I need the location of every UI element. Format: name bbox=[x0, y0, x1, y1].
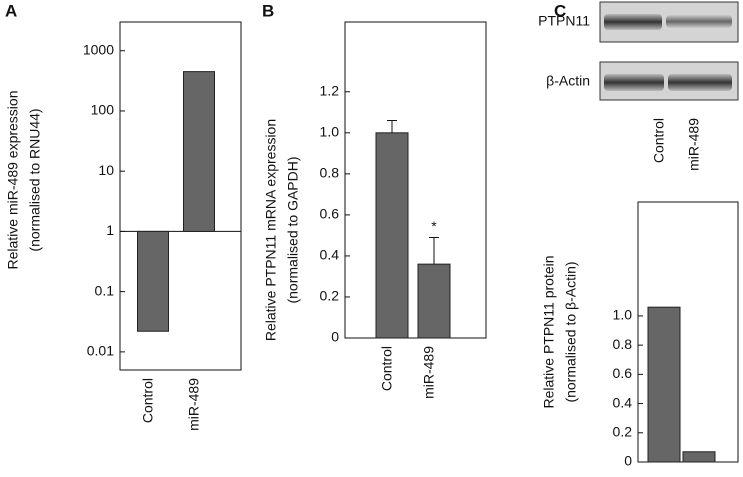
y-axis-label: Relative PTPN11 mRNA expression bbox=[263, 119, 279, 341]
x-tick-label: miR-489 bbox=[686, 118, 702, 171]
bar bbox=[647, 306, 681, 463]
blot-label: PTPN11 bbox=[538, 13, 590, 29]
bar bbox=[417, 263, 451, 339]
y-axis-label: Relative PTPN11 protein bbox=[541, 255, 557, 408]
error-bar bbox=[387, 119, 397, 133]
annotation: * bbox=[431, 218, 437, 234]
y-axis-label: Relative miR-489 expression bbox=[5, 91, 21, 270]
panel-label: A bbox=[5, 1, 17, 20]
x-tick-label: Control bbox=[140, 378, 156, 423]
blot-ptpn11 bbox=[599, 1, 739, 43]
bar bbox=[183, 71, 215, 232]
y-tick-label: 0.01 bbox=[87, 343, 114, 359]
plot-frame bbox=[344, 21, 487, 339]
bar bbox=[137, 230, 169, 332]
y-tick-label: 1.2 bbox=[320, 82, 340, 98]
y-tick-label: 0.8 bbox=[613, 336, 633, 352]
x-tick-label: Control bbox=[379, 346, 395, 391]
y-tick-label: 0 bbox=[331, 329, 339, 345]
panel-label: C bbox=[554, 1, 566, 20]
y-tick-label: 0.2 bbox=[613, 423, 633, 439]
y-axis-label: (normalised to β-Actin) bbox=[563, 261, 579, 402]
y-tick-label: 0.1 bbox=[95, 282, 115, 298]
y-tick-label: 1 bbox=[106, 222, 114, 238]
x-tick-label: Control bbox=[651, 118, 667, 163]
y-tick-label: 1000 bbox=[83, 41, 114, 57]
y-tick-label: 1.0 bbox=[613, 307, 633, 323]
y-tick-label: 1.0 bbox=[320, 124, 340, 140]
bar bbox=[682, 451, 716, 463]
y-tick-label: 0.6 bbox=[320, 206, 340, 222]
panel-label: B bbox=[262, 1, 274, 20]
y-tick-label: 0 bbox=[624, 453, 632, 469]
y-tick-label: 100 bbox=[91, 102, 115, 118]
y-axis-label: (normalised to RNU44) bbox=[27, 108, 43, 251]
blot-label: β-Actin bbox=[546, 73, 590, 89]
plot-frame bbox=[119, 21, 242, 371]
bar bbox=[375, 132, 409, 339]
error-bar bbox=[429, 236, 439, 265]
y-tick-label: 0.2 bbox=[320, 288, 340, 304]
y-tick-label: 0.8 bbox=[320, 165, 340, 181]
x-tick-label: miR-489 bbox=[421, 346, 437, 399]
y-tick-label: 0.4 bbox=[320, 247, 340, 263]
y-tick-label: 0.4 bbox=[613, 394, 633, 410]
blot-actin bbox=[599, 61, 739, 101]
y-tick-label: 10 bbox=[98, 162, 114, 178]
y-axis-label: (normalised to GAPDH) bbox=[285, 156, 301, 303]
y-tick-label: 0.6 bbox=[613, 365, 633, 381]
x-tick-label: miR-489 bbox=[186, 378, 202, 431]
